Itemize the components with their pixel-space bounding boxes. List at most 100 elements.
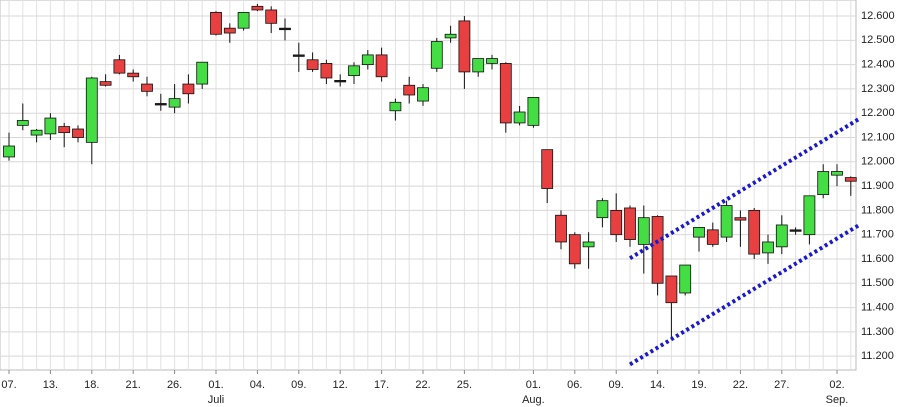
x-tick-label: 18. [84, 379, 99, 391]
candle-body [499, 63, 512, 124]
candle-body [375, 54, 388, 78]
candle-body [748, 209, 761, 255]
candle-body [44, 117, 57, 135]
x-tick-label: 19. [691, 379, 706, 391]
candle-body [513, 111, 526, 124]
x-tick-label: 17. [374, 379, 389, 391]
y-tick-label: 11.800 [861, 204, 894, 216]
candle-body [582, 241, 595, 248]
candle-body [182, 83, 195, 95]
x-tick-label: 22. [415, 379, 430, 391]
x-tick-label: 07. [1, 379, 16, 391]
candle-body [306, 59, 319, 70]
candle-body [844, 177, 857, 182]
candle-body [389, 101, 402, 112]
candle-body [127, 72, 140, 78]
candle-body [693, 226, 705, 238]
candle-body [72, 128, 84, 138]
candle-body [789, 229, 802, 232]
candle-body [610, 209, 623, 236]
candle-body [430, 41, 443, 69]
candle-body [596, 200, 609, 219]
candle-body [265, 9, 278, 24]
candle-body [361, 54, 374, 66]
candle-body [831, 171, 843, 176]
y-tick-label: 11.400 [861, 301, 894, 313]
x-tick-label: 22. [733, 379, 748, 391]
candle-body [775, 224, 788, 248]
candle-body [637, 217, 650, 245]
x-tick-label: 12. [333, 379, 348, 391]
x-tick-label: 13. [43, 379, 58, 391]
y-tick-label: 12.000 [861, 156, 895, 168]
y-tick-label: 12.200 [861, 107, 895, 119]
candle-body [348, 65, 360, 76]
x-tick-label: 09. [291, 379, 306, 391]
candle-body [527, 97, 540, 126]
candle-body [99, 81, 112, 86]
x-tick-label: 25. [457, 379, 472, 391]
candle-body [541, 149, 554, 189]
month-label: Aug. [522, 394, 545, 406]
candle-body [624, 207, 636, 240]
candle-body [444, 33, 457, 39]
y-tick-label: 12.300 [861, 83, 895, 95]
month-label: Sep. [826, 394, 849, 406]
candle-body [706, 229, 719, 245]
y-tick-label: 12.100 [861, 131, 895, 143]
x-tick-label: 26. [167, 379, 182, 391]
candle-body [817, 171, 830, 195]
candle-body [292, 54, 305, 57]
channel-line [628, 222, 862, 367]
candle-body [665, 275, 678, 304]
candle-body [568, 234, 581, 265]
candle-body [16, 120, 29, 126]
candle-body [30, 129, 43, 136]
candle-body [458, 20, 471, 73]
candle-body [320, 63, 333, 79]
candle-body [762, 241, 774, 254]
candle-body [417, 87, 429, 102]
candle-body [679, 264, 692, 294]
candle-body [223, 27, 236, 34]
x-tick-label: 01. [526, 379, 541, 391]
x-tick-label: 27. [774, 379, 789, 391]
y-tick-label: 11.200 [861, 350, 894, 362]
candle-body [85, 77, 98, 143]
candle-body [196, 61, 209, 85]
y-tick-label: 11.500 [861, 277, 894, 289]
y-tick-label: 11.700 [861, 229, 894, 241]
candle-body [168, 98, 181, 108]
candle-body [210, 11, 222, 35]
candle-body [279, 27, 291, 31]
candle-body [472, 58, 485, 73]
candle-body [58, 126, 71, 134]
candle-body [3, 145, 15, 158]
x-tick-label: 21. [126, 379, 141, 391]
x-tick-label: 14. [650, 379, 665, 391]
candle-body [154, 103, 167, 106]
x-tick-label: 09. [609, 379, 624, 391]
x-tick-label: 06. [567, 379, 582, 391]
y-tick-label: 12.500 [861, 34, 895, 46]
candle-body [237, 11, 250, 29]
candle-body [651, 216, 664, 284]
candle-body [720, 205, 733, 238]
candle-body [251, 5, 264, 11]
y-tick-label: 11.900 [861, 180, 894, 192]
candle-body [555, 214, 567, 243]
candle-body [403, 84, 416, 96]
channel-line [628, 116, 862, 260]
y-tick-label: 12.400 [861, 59, 895, 71]
x-tick-label: 04. [250, 379, 265, 391]
y-tick-label: 12.600 [861, 10, 895, 22]
y-tick-label: 11.300 [861, 326, 894, 338]
candle-body [113, 59, 126, 74]
plot-area [0, 0, 857, 371]
candle-body [141, 83, 153, 92]
month-label: Juli [208, 394, 225, 406]
x-tick-label: 02. [829, 379, 844, 391]
candle-body [734, 217, 747, 221]
candle-body [486, 58, 498, 64]
